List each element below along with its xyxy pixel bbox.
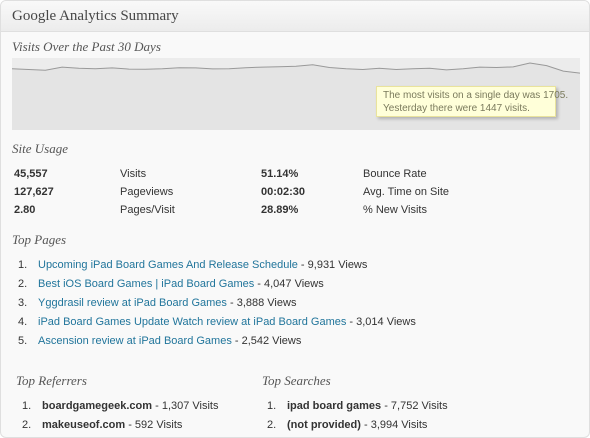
data-point[interactable] — [544, 63, 549, 68]
tooltip-line-1: The most visits on a single day was 1705… — [383, 90, 569, 101]
list-item: 2. Best iOS Board Games | iPad Board Game… — [18, 278, 324, 290]
item-number: 1. — [267, 400, 277, 412]
list-item: 4. iPad Board Games Update Watch review a… — [18, 316, 416, 328]
chart-tooltip: The most visits on a single day was 1705… — [376, 86, 569, 117]
top-page-link[interactable]: Ascension review at iPad Board Games — [38, 335, 232, 347]
item-number: 2. — [18, 278, 28, 290]
data-point[interactable] — [243, 65, 248, 70]
top-page-link[interactable]: Upcoming iPad Board Games And Release Sc… — [38, 259, 298, 271]
visits-series-line — [12, 62, 580, 74]
widget-header[interactable]: Google Analytics Summary — [1, 1, 589, 32]
visit-count: - 592 Visits — [125, 419, 183, 431]
data-point[interactable] — [294, 64, 299, 69]
stat-value: 127,627 — [14, 186, 54, 198]
data-point[interactable] — [126, 67, 131, 72]
data-point[interactable] — [561, 69, 566, 74]
data-point[interactable] — [160, 66, 165, 71]
data-point[interactable] — [60, 65, 65, 70]
item-number: 5. — [18, 335, 28, 347]
list-item: 3. Yggdrasil review at iPad Board Games -… — [18, 297, 296, 309]
site-usage-row: 45,557 Visits 51.14% Bounce Rate — [14, 168, 574, 184]
list-item: 1. Upcoming iPad Board Games And Release … — [18, 259, 367, 271]
item-number: 4. — [18, 316, 28, 328]
list-item: 1. ipad board games - 7,752 Visits — [267, 400, 448, 412]
data-point[interactable] — [43, 68, 48, 73]
item-number: 1. — [22, 400, 32, 412]
widget-title: Google Analytics Summary — [12, 8, 179, 24]
site-usage-row: 127,627 Pageviews 00:02:30 Avg. Time on … — [14, 186, 574, 202]
data-point[interactable] — [494, 65, 499, 70]
data-point[interactable] — [477, 65, 482, 70]
data-point[interactable] — [76, 66, 81, 71]
stat-label: Visits — [120, 168, 147, 180]
search-term: (not provided) — [287, 419, 361, 431]
item-number: 3. — [18, 297, 28, 309]
data-point[interactable] — [344, 66, 349, 71]
data-point[interactable] — [410, 66, 415, 71]
search-term: ipad board games — [287, 400, 382, 412]
visits-chart-title: Visits Over the Past 30 Days — [12, 39, 161, 54]
list-item: 5. Ascension review at iPad Board Games -… — [18, 335, 301, 347]
stat-value: 28.89% — [261, 204, 299, 216]
view-count: - 4,047 Views — [254, 278, 324, 290]
stat-label: Pageviews — [120, 186, 174, 198]
top-page-link[interactable]: Best iOS Board Games | iPad Board Games — [38, 278, 255, 290]
data-point[interactable] — [360, 67, 365, 72]
referrer-name: makeuseof.com — [42, 419, 126, 431]
list-item: 1. boardgamegeek.com - 1,307 Visits — [22, 400, 219, 412]
data-point[interactable] — [461, 66, 466, 71]
top-searches-title: Top Searches — [262, 373, 331, 388]
stat-label: Bounce Rate — [363, 168, 427, 180]
list-item: 2. (not provided) - 3,994 Visits — [267, 419, 427, 431]
visit-count: - 1,307 Visits — [152, 400, 219, 412]
data-point[interactable] — [277, 64, 282, 69]
stat-value: 2.80 — [14, 204, 36, 216]
data-point[interactable] — [260, 65, 265, 70]
stat-value: 00:02:30 — [261, 186, 306, 198]
data-point[interactable] — [377, 66, 382, 71]
top-page-link[interactable]: Yggdrasil review at iPad Board Games — [38, 297, 227, 309]
item-number: 2. — [267, 419, 277, 431]
item-number: 2. — [22, 419, 32, 431]
view-count: - 2,542 Views — [231, 335, 302, 347]
view-count: - 3,888 Views — [226, 297, 297, 309]
stat-label: % New Visits — [363, 204, 427, 216]
top-page-link[interactable]: iPad Board Games Update Watch review at … — [38, 316, 347, 328]
data-point[interactable] — [93, 66, 98, 71]
visit-count: - 7,752 Visits — [381, 400, 448, 412]
site-usage-row: 2.80 Pages/Visit 28.89% % New Visits — [14, 204, 574, 220]
stat-value: 45,557 — [14, 168, 48, 180]
data-point[interactable] — [327, 65, 332, 70]
visit-count: - 3,994 Visits — [360, 419, 428, 431]
data-point[interactable] — [427, 66, 432, 71]
stat-label: Pages/Visit — [120, 204, 175, 216]
data-point[interactable] — [210, 66, 215, 71]
top-referrers-title: Top Referrers — [16, 373, 87, 388]
site-usage-title: Site Usage — [12, 141, 68, 156]
item-number: 1. — [18, 259, 28, 271]
list-item: 2. makeuseof.com - 592 Visits — [22, 419, 182, 431]
view-count: - 3,014 Views — [346, 316, 416, 328]
tooltip-line-2: Yesterday there were 1447 visits. — [383, 103, 530, 114]
data-point[interactable] — [511, 64, 516, 69]
data-point[interactable] — [394, 67, 399, 72]
data-point[interactable] — [177, 65, 182, 70]
data-point[interactable] — [310, 62, 315, 67]
data-point[interactable] — [193, 65, 198, 70]
data-point[interactable] — [444, 67, 449, 72]
stat-label: Avg. Time on Site — [363, 186, 450, 198]
view-count: - 9,931 Views — [297, 259, 368, 271]
data-point[interactable] — [227, 66, 232, 71]
stat-value: 51.14% — [261, 168, 299, 180]
top-pages-title: Top Pages — [12, 232, 67, 247]
data-point[interactable] — [110, 65, 115, 70]
referrer-name: boardgamegeek.com — [42, 400, 153, 412]
data-point[interactable] — [143, 67, 148, 72]
data-point[interactable] — [527, 61, 532, 66]
data-point[interactable] — [26, 67, 31, 72]
